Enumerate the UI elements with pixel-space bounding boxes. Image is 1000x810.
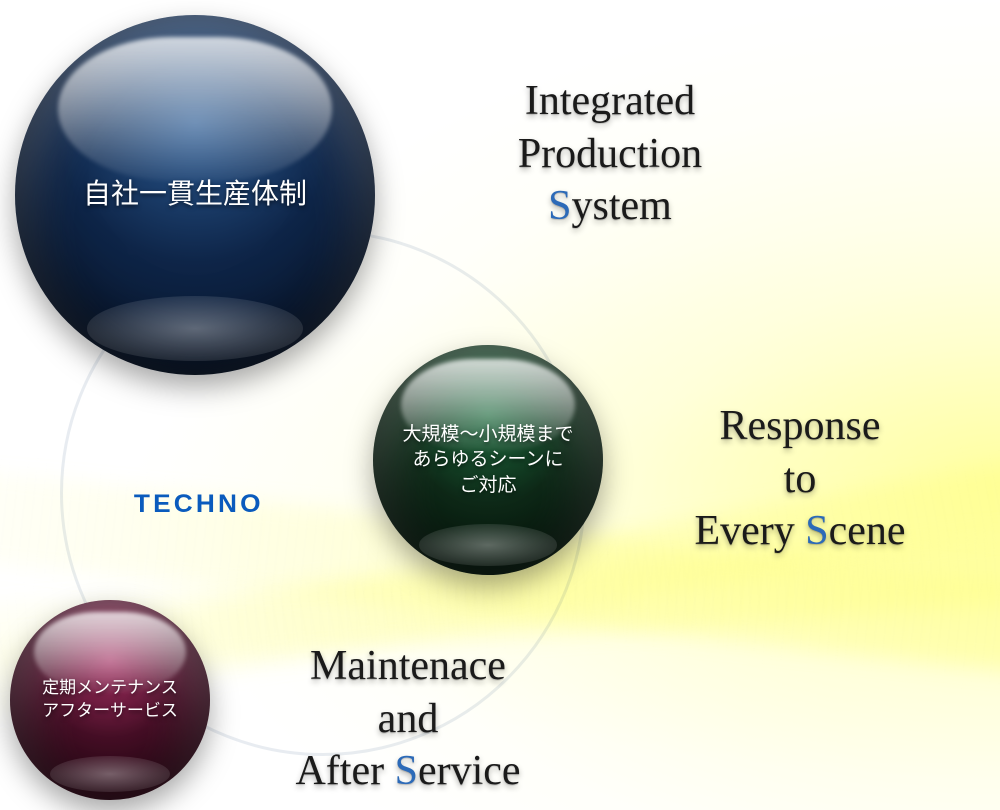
caption-emph: S — [395, 748, 418, 794]
caption-line: Maintenace — [228, 640, 588, 693]
caption-text: Response — [720, 403, 881, 449]
caption-text: Production — [518, 131, 702, 177]
caption-line: Response — [620, 400, 980, 453]
ball-response: 大規模〜小規模まで あらゆるシーンに ご対応 — [373, 345, 603, 575]
diagram-stage: TECHNO 自社一貫生産体制 大規模〜小規模まで あらゆるシーンに ご対応 定… — [0, 0, 1000, 810]
caption-line: to — [620, 453, 980, 506]
ball-response-label: 大規模〜小規模まで あらゆるシーンに ご対応 — [390, 422, 585, 499]
caption-line: After Service — [228, 745, 588, 798]
ball-production-label: 自社一貫生産体制 — [71, 176, 319, 214]
caption-text: Maintenace — [310, 643, 506, 689]
caption-text: ervice — [418, 748, 521, 794]
caption-response: ResponsetoEvery Scene — [620, 400, 980, 558]
caption-emph: S — [548, 183, 571, 229]
caption-line: Integrated — [450, 75, 770, 128]
ball-maintenance-label: 定期メンテナンス アフターサービス — [30, 677, 190, 723]
caption-text: to — [784, 456, 817, 502]
caption-text: cene — [829, 508, 906, 554]
caption-production: IntegratedProductionSystem — [450, 75, 770, 233]
caption-text: Every — [694, 508, 805, 554]
caption-text: ystem — [572, 183, 672, 229]
caption-text: Integrated — [525, 78, 695, 124]
caption-line: and — [228, 693, 588, 746]
ball-maintenance: 定期メンテナンス アフターサービス — [10, 600, 210, 800]
caption-line: Production — [450, 128, 770, 181]
ball-production: 自社一貫生産体制 — [15, 15, 375, 375]
caption-maintenance: MaintenaceandAfter Service — [228, 640, 588, 798]
caption-text: After — [295, 748, 394, 794]
caption-text: and — [378, 696, 439, 742]
techno-logo: TECHNO — [134, 490, 264, 519]
caption-line: System — [450, 180, 770, 233]
caption-emph: S — [805, 508, 828, 554]
caption-line: Every Scene — [620, 505, 980, 558]
